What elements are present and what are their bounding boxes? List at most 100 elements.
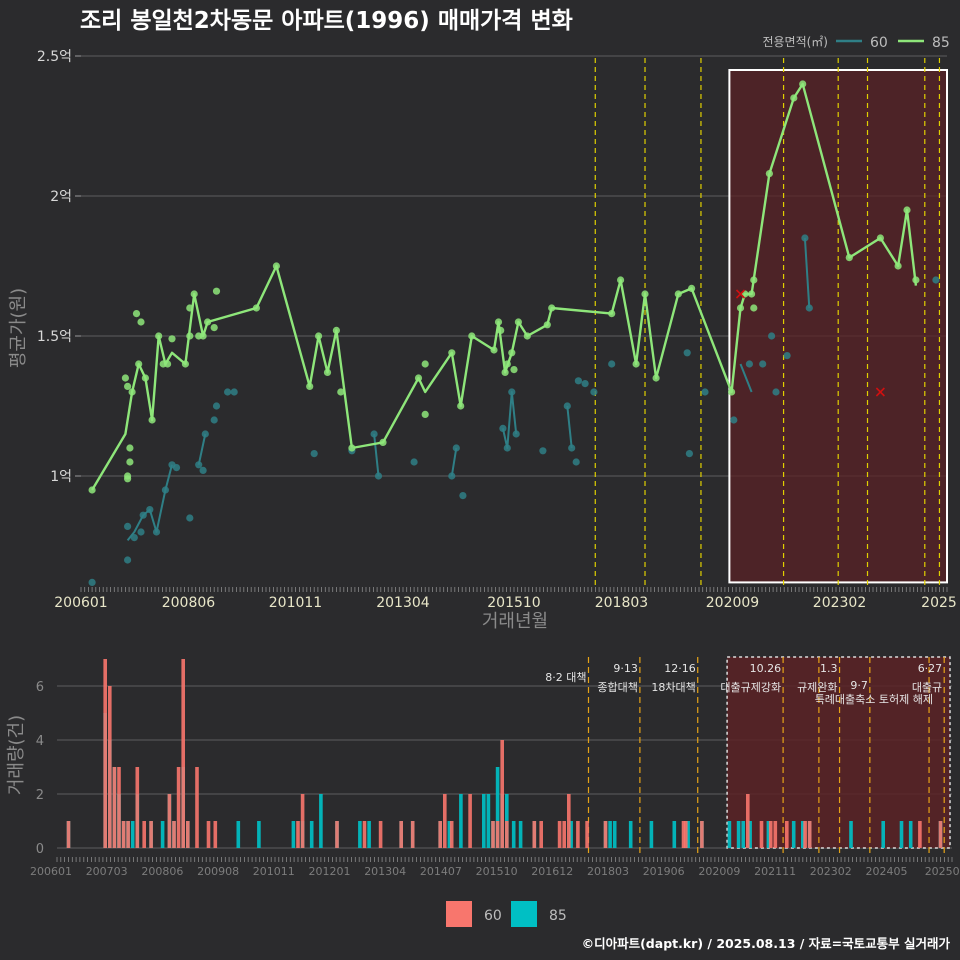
data-point-85 [210,324,218,332]
data-point-85 [306,382,314,390]
data-point-85 [186,332,194,340]
volume-bar-60 [500,740,504,848]
volume-bar-60 [684,821,688,848]
volume-bar-60 [135,767,140,848]
cross-marker [875,387,885,397]
y-axis-label: 평균가(원) [8,288,29,368]
data-point-85 [728,388,736,396]
volume-bar-60 [112,767,117,848]
data-point-60 [152,528,161,536]
volume-x-tick-label: 201612 [531,865,573,878]
volume-bar-60 [176,767,181,848]
data-point-85 [204,318,212,326]
legend-label-60: 60 [870,35,888,51]
volume-bar-60 [206,821,211,848]
data-point-85 [126,458,134,466]
data-point-85 [876,234,885,242]
volume-bar-85 [612,821,617,848]
volume-bar-85 [649,821,654,848]
data-point-85 [337,388,345,396]
data-point-60 [199,466,207,474]
data-point-85 [652,374,660,382]
data-point-60 [730,416,738,424]
cross-marker [735,289,746,299]
legend-label-85: 85 [932,35,950,51]
data-point-60 [374,472,383,480]
data-point-85 [523,332,531,340]
data-point-85 [332,326,340,334]
highlight-region [728,69,949,584]
volume-bar-60 [491,821,495,848]
data-point-60 [590,388,598,396]
data-point-85 [494,318,503,326]
volume-y-tick-label: 6 [36,680,44,695]
volume-bar-60 [918,821,922,848]
data-point-85 [617,276,625,284]
volume-x-tick-label: 201407 [420,865,462,878]
data-point-85 [126,444,134,452]
series-line-60 [501,391,518,449]
series-line-60 [197,433,207,466]
policy-label: 대출규 [912,681,942,694]
volume-bar-60 [142,821,146,848]
volume-bar-85 [748,821,752,848]
data-point-60 [745,360,754,368]
data-point-60 [768,332,776,340]
data-point-60 [932,276,940,284]
policy-label: 6·27 [918,662,943,675]
data-point-85 [190,290,198,298]
data-point-60 [137,528,145,536]
volume-x-tick-label: 202405 [866,865,908,878]
volume-bar-85 [569,821,573,848]
data-point-85 [750,304,758,312]
data-point-85 [252,304,260,312]
volume-bar-85 [319,794,323,848]
volume-x-tick-label: 202111 [754,865,796,878]
policy-label: 규제완화 [797,681,837,694]
volume-bar-85 [727,821,732,848]
data-point-60 [410,458,418,466]
volume-y-tick-label: 0 [36,842,44,857]
data-point-85 [468,332,476,340]
volume-bar-85 [236,821,241,848]
volume-bar-85 [736,821,741,848]
data-point-85 [124,475,132,483]
data-point-60 [448,472,456,480]
data-point-60 [783,352,791,360]
y-tick-label: 2억 [50,189,72,205]
volume-bar-85 [791,821,796,848]
volume-bar-85 [672,821,677,848]
legend: 전용면적(㎡) 60 85 [762,35,949,51]
volume-bar-85 [257,821,261,848]
data-point-60 [772,388,780,396]
volume-bar-60 [213,821,218,848]
series-line-60 [373,433,380,477]
data-point-60 [88,578,96,587]
volume-bar-60 [576,821,580,848]
price-plot: 1억 1.5억 2억 2.5억 200601 200806 201011 201304 201… [8,49,957,632]
data-point-85 [168,335,176,343]
volume-bar-85 [881,821,885,848]
data-point-85 [181,360,189,368]
data-point-85 [748,290,756,298]
policy-label: 종합대책 [597,681,637,694]
volume-bar-60 [803,821,807,848]
y-tick-label: 1.5억 [37,329,72,345]
data-point-85 [88,486,96,494]
volume-bar-85 [908,821,913,848]
data-point-85 [508,349,516,357]
series-line-60 [803,237,811,309]
volume-y-tick-label: 4 [36,734,44,749]
volume-bar-85 [899,821,904,848]
policy-label: 9·13 [613,662,638,675]
volume-bar-60 [181,659,185,848]
series-line-60 [566,405,573,449]
volume-bar-60 [108,686,112,848]
data-point-85 [141,374,149,382]
chart-title: 조리 봉일천2차동문 아파트(1996) 매매가격 변화 [80,8,573,34]
data-point-85 [608,310,616,318]
data-point-60 [130,534,138,542]
volume-bar-60 [410,821,415,848]
data-point-85 [137,318,145,326]
volume-bar-85 [849,821,853,848]
